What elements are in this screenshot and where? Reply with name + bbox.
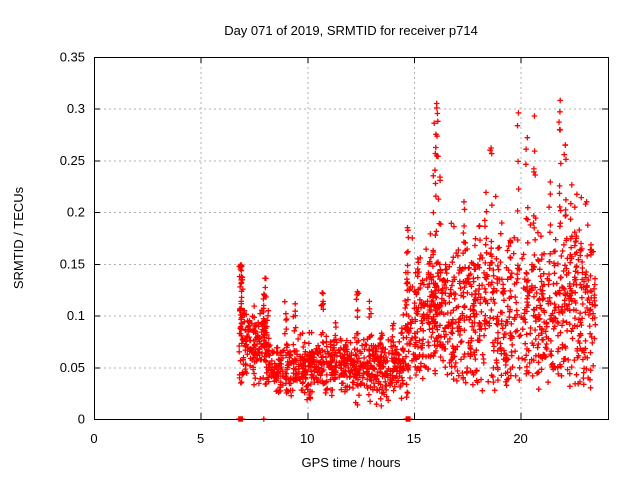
scatter-points xyxy=(236,97,599,422)
x-tick-label: 10 xyxy=(300,431,314,446)
y-tick-label: 0.2 xyxy=(67,205,85,220)
y-tick-label: 0.1 xyxy=(67,308,85,323)
x-tick-label: 20 xyxy=(513,431,527,446)
plot-border xyxy=(94,57,609,420)
x-axis-label: GPS time / hours xyxy=(301,455,401,470)
y-tick-label: 0.25 xyxy=(60,153,85,168)
y-tick-label: 0.3 xyxy=(67,101,85,116)
y-tick-label: 0.35 xyxy=(60,50,85,65)
y-tick-label: 0.15 xyxy=(60,256,85,271)
chart-title: Day 071 of 2019, SRMTID for receiver p71… xyxy=(224,23,478,38)
y-tick-label: 0 xyxy=(78,412,85,427)
x-tick-label: 0 xyxy=(90,431,97,446)
x-tick-label: 15 xyxy=(407,431,421,446)
y-tick-label: 0.05 xyxy=(60,360,85,375)
x-tick-label: 5 xyxy=(197,431,204,446)
